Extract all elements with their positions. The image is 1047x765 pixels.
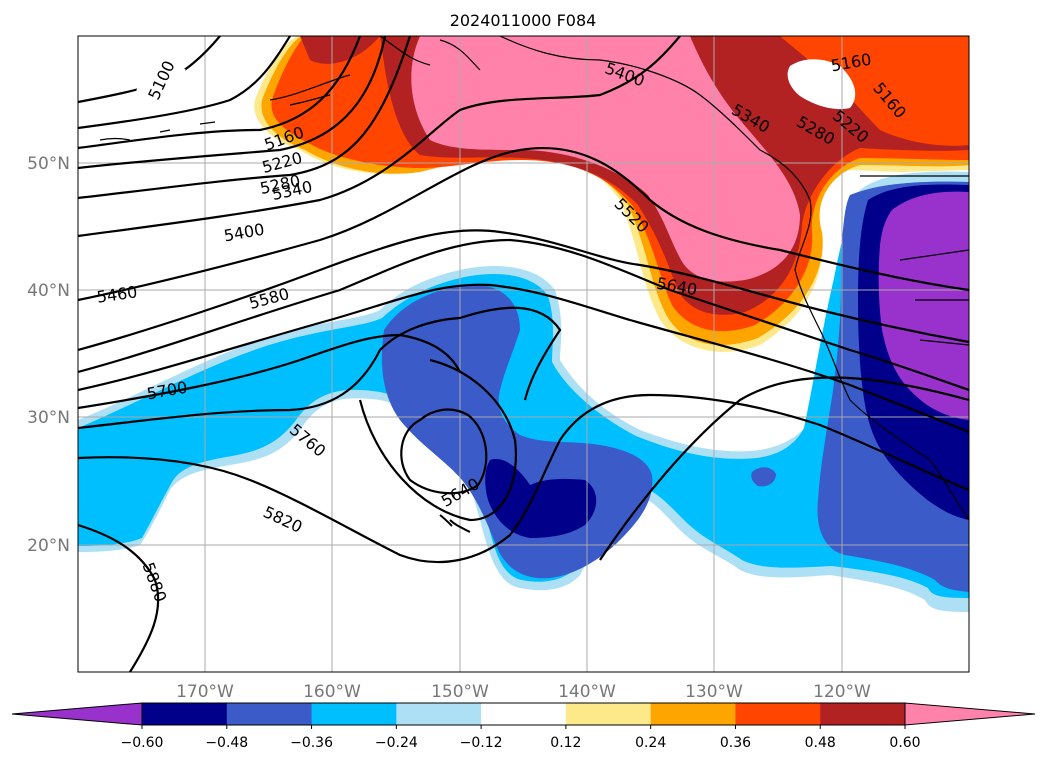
colorbar-outline <box>141 702 906 726</box>
lon-label: 120°W <box>813 682 871 702</box>
colorbar-segment <box>311 703 397 725</box>
colorbar-segment <box>650 703 736 725</box>
colorbar-segment <box>735 703 821 725</box>
colorbar-segment <box>565 703 652 725</box>
lon-label: 140°W <box>558 682 616 702</box>
lat-label: 40°N <box>27 281 70 301</box>
colorbar-tick-label: −0.36 <box>290 735 333 751</box>
colorbar-min-extend-fill <box>12 703 142 725</box>
colorbar-segments <box>12 703 1035 725</box>
colorbar-tick-label: −0.48 <box>205 735 248 751</box>
lat-label: 30°N <box>27 408 70 428</box>
map-frame <box>77 35 970 673</box>
map-area: 5100 5160 5220 5280 5340 5400 5460 5580 … <box>78 36 969 672</box>
colorbar-segment <box>820 703 906 725</box>
colorbar-tick-label: 0.48 <box>805 735 836 751</box>
colorbar-tick-label: 0.24 <box>635 735 666 751</box>
colorbar: −0.60 −0.48 −0.36 −0.24 −0.12 0.12 0.24 0.36 0.4… <box>11 702 1036 751</box>
height-contours <box>78 36 969 672</box>
colorbar-segment <box>226 703 313 725</box>
latitude-labels: 50°N 40°N 30°N 20°N <box>27 154 70 556</box>
colorbar-max-extend-fill <box>905 703 1035 725</box>
lat-label: 20°N <box>27 536 70 556</box>
colorbar-tick-label: −0.12 <box>460 735 503 751</box>
colorbar-ticks: −0.60 −0.48 −0.36 −0.24 −0.12 0.12 0.24 0.36 0.4… <box>121 725 921 751</box>
positive-anomaly-region <box>254 36 969 352</box>
map-title: 2024011000 F084 <box>450 11 597 30</box>
lon-label: 170°W <box>176 682 234 702</box>
lon-label: 160°W <box>303 682 361 702</box>
colorbar-tick-label: −0.24 <box>375 735 418 751</box>
lon-label: 150°W <box>431 682 489 702</box>
lat-label: 50°N <box>27 154 70 174</box>
longitude-labels: 170°W 160°W 150°W 140°W 130°W 120°W <box>176 682 871 702</box>
colorbar-segment <box>396 703 482 725</box>
lon-label: 130°W <box>685 682 743 702</box>
colorbar-segment <box>142 703 228 725</box>
colorbar-tick-label: 0.12 <box>550 735 581 751</box>
colorbar-segment <box>481 703 567 725</box>
colorbar-tick-label: 0.60 <box>889 735 920 751</box>
colorbar-tick-label: 0.36 <box>720 735 751 751</box>
colorbar-tick-label: −0.60 <box>121 735 164 751</box>
